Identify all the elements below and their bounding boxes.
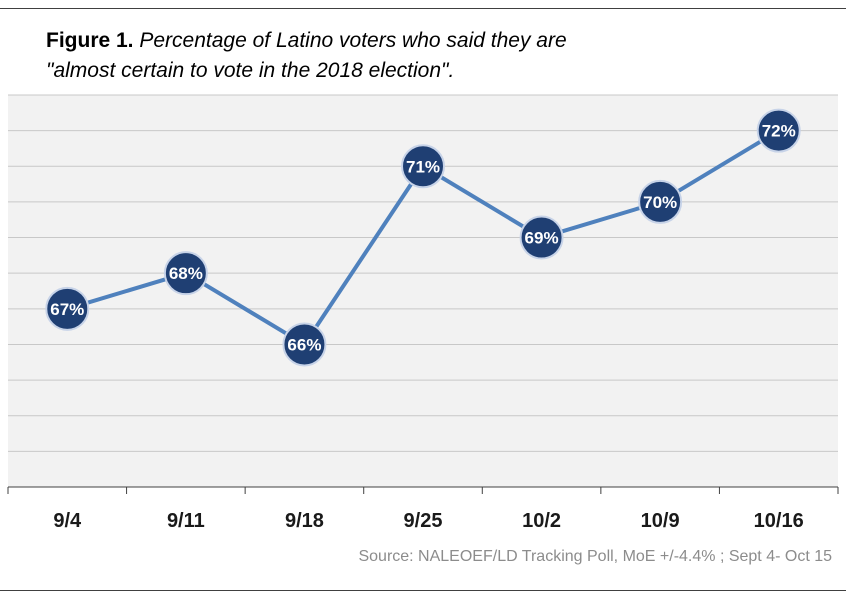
x-tick-label: 9/25 <box>404 510 443 532</box>
data-point-marker <box>163 251 208 296</box>
data-label: 70% <box>643 193 677 212</box>
x-tick-label: 10/2 <box>522 510 561 532</box>
title-line-2: "almost certain to vote in the 2018 elec… <box>46 59 455 82</box>
data-point-marker <box>45 286 90 331</box>
x-tick-label: 9/18 <box>285 510 324 532</box>
data-label: 66% <box>287 335 321 354</box>
data-label: 71% <box>406 157 440 176</box>
x-tick-label: 9/4 <box>53 510 82 532</box>
data-label: 67% <box>50 300 84 319</box>
data-label: 72% <box>762 122 796 141</box>
data-label: 68% <box>169 264 203 283</box>
title-line-1: Percentage of Latino voters who said the… <box>139 29 567 52</box>
data-label: 69% <box>525 229 559 248</box>
data-point-marker <box>756 108 801 153</box>
data-point-marker <box>638 179 683 224</box>
data-point-marker <box>282 322 327 367</box>
x-tick-label: 10/9 <box>641 510 680 532</box>
source-note: Source: NALEOEF/LD Tracking Poll, MoE +/… <box>358 548 832 565</box>
top-rule <box>0 8 846 9</box>
bottom-rule <box>0 590 846 591</box>
x-tick-label: 10/16 <box>754 510 804 532</box>
figure-label: Figure 1. <box>46 29 134 52</box>
x-tick-label: 9/11 <box>167 510 205 532</box>
data-point-marker <box>519 215 564 260</box>
data-point-marker <box>401 144 445 189</box>
chart-title: Figure 1. Percentage of Latino voters wh… <box>46 26 826 86</box>
